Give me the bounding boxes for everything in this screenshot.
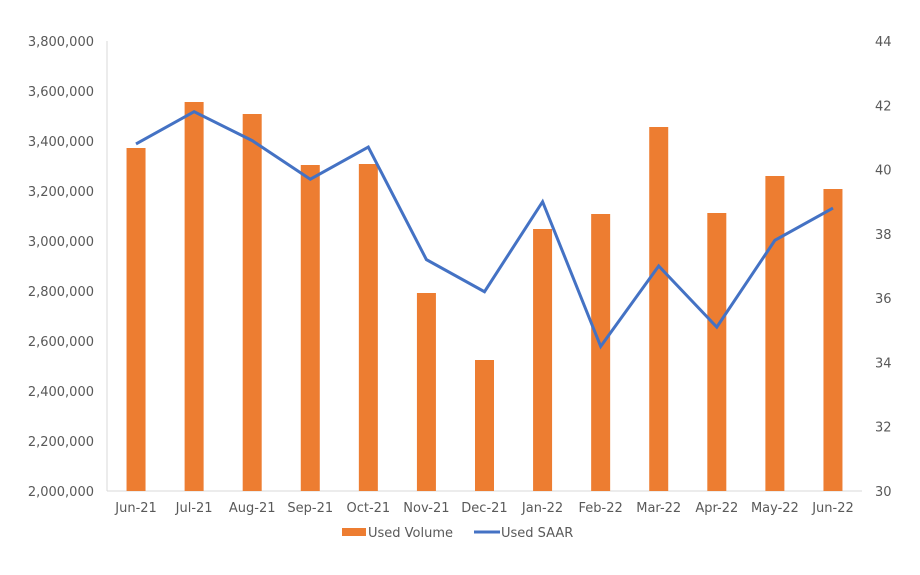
x-axis-tick-label: Mar-22 xyxy=(636,501,681,516)
bar-mar-22 xyxy=(649,127,669,491)
bar-aug-21 xyxy=(242,114,262,491)
legend-item-used-volume[interactable]: Used Volume xyxy=(342,526,453,541)
bar-jun-21 xyxy=(126,148,146,491)
x-axis-tick-label: Dec-21 xyxy=(461,501,507,516)
bar-apr-22 xyxy=(707,213,727,491)
right-axis-tick-label: 36 xyxy=(875,292,892,307)
x-axis-tick-label: Jan-22 xyxy=(521,501,563,516)
left-axis-tick-label: 2,600,000 xyxy=(28,335,94,350)
x-axis-tick-label: Jun-21 xyxy=(114,501,157,516)
bar-nov-21 xyxy=(416,293,436,491)
left-axis-tick-label: 3,000,000 xyxy=(28,235,94,250)
bar-sep-21 xyxy=(300,165,320,491)
left-axis-tick-label: 2,400,000 xyxy=(28,385,94,400)
left-axis-tick-label: 2,800,000 xyxy=(28,285,94,300)
right-axis-tick-label: 38 xyxy=(875,228,892,243)
bar-jul-21 xyxy=(184,102,204,491)
left-axis-tick-label: 3,600,000 xyxy=(28,85,94,100)
bar-oct-21 xyxy=(358,164,378,491)
bar-feb-22 xyxy=(591,214,611,491)
legend-label-used-volume: Used Volume xyxy=(368,526,453,541)
left-axis-ticks: 2,000,000 2,200,000 2,400,000 2,600,000 2,80… xyxy=(28,35,94,500)
x-axis-tick-label: Nov-21 xyxy=(403,501,449,516)
left-axis-tick-label: 3,200,000 xyxy=(28,185,94,200)
legend-label-used-saar: Used SAAR xyxy=(501,526,573,541)
x-axis-ticks: Jun-21 Jul-21 Aug-21 Sep-21 Oct-21 Nov-21 Dec-… xyxy=(114,501,853,516)
used-volume-bars xyxy=(126,102,843,491)
x-axis-tick-label: Apr-22 xyxy=(695,501,738,516)
right-axis-tick-label: 42 xyxy=(875,99,892,114)
right-axis-tick-label: 40 xyxy=(875,164,892,179)
x-axis-tick-label: Sep-21 xyxy=(287,501,333,516)
right-axis-tick-label: 44 xyxy=(875,35,892,50)
right-axis-ticks: 30 32 34 36 38 40 42 44 xyxy=(875,35,892,500)
right-axis-tick-label: 30 xyxy=(875,485,892,500)
x-axis-tick-label: May-22 xyxy=(751,501,799,516)
right-axis-tick-label: 32 xyxy=(875,421,892,436)
left-axis-tick-label: 3,400,000 xyxy=(28,135,94,150)
x-axis-tick-label: Aug-21 xyxy=(229,501,276,516)
left-axis-tick-label: 2,200,000 xyxy=(28,435,94,450)
bar-jun-22 xyxy=(823,189,843,491)
bar-may-22 xyxy=(765,176,785,491)
x-axis-tick-label: Jul-21 xyxy=(175,501,213,516)
legend: Used Volume Used SAAR xyxy=(342,526,573,541)
x-axis-tick-label: Jun-22 xyxy=(811,501,854,516)
legend-item-used-saar[interactable]: Used SAAR xyxy=(474,526,573,541)
bar-dec-21 xyxy=(475,360,494,491)
bar-jan-22 xyxy=(533,229,553,491)
legend-swatch-used-volume xyxy=(342,528,366,536)
x-axis-tick-label: Oct-21 xyxy=(346,501,390,516)
left-axis-tick-label: 2,000,000 xyxy=(28,485,94,500)
right-axis-tick-label: 34 xyxy=(875,356,892,371)
used-saar-line xyxy=(135,110,834,350)
left-axis-tick-label: 3,800,000 xyxy=(28,35,94,50)
x-axis-tick-label: Feb-22 xyxy=(579,501,623,516)
